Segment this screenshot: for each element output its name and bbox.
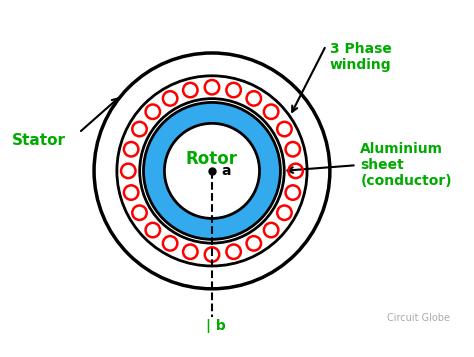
Circle shape bbox=[164, 124, 259, 218]
Text: a: a bbox=[221, 164, 231, 178]
Text: | b: | b bbox=[206, 319, 226, 333]
Text: Aluminium
sheet
(conductor): Aluminium sheet (conductor) bbox=[360, 142, 452, 188]
Text: 3 Phase
winding: 3 Phase winding bbox=[330, 41, 392, 72]
Circle shape bbox=[144, 102, 281, 239]
Text: Rotor: Rotor bbox=[186, 151, 238, 169]
Circle shape bbox=[140, 99, 284, 243]
Text: Circuit Globe: Circuit Globe bbox=[387, 313, 450, 323]
Circle shape bbox=[117, 76, 307, 266]
Text: Stator: Stator bbox=[12, 133, 66, 148]
